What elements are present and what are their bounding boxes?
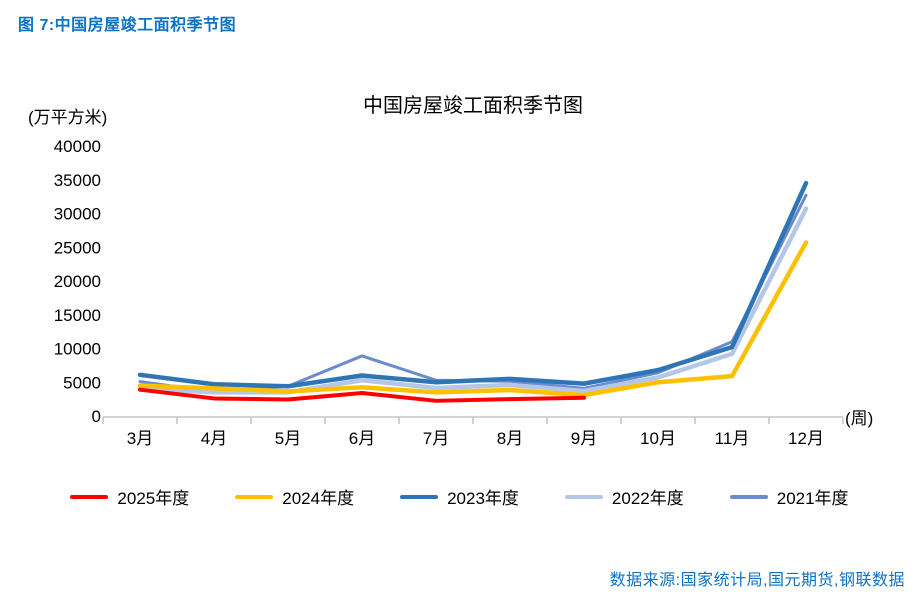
figure-caption: 图 7:中国房屋竣工面积季节图 bbox=[18, 17, 237, 34]
legend-label-2022: 2022年度 bbox=[611, 489, 684, 508]
legend-swatch-2025 bbox=[70, 494, 109, 499]
data-source: 数据来源:国家统计局,国元期货,钢联数据 bbox=[609, 572, 905, 589]
chart-plot: 0 5000 10000 15000 20000 25000 30000 35000 40000… bbox=[54, 137, 844, 448]
legend-swatch-2023 bbox=[400, 494, 439, 499]
y-tick-label: 20000 bbox=[54, 272, 101, 291]
x-tick-label: 3月 bbox=[127, 429, 153, 448]
y-axis-unit-label: (万平方米) bbox=[28, 108, 108, 127]
legend-swatch-2024 bbox=[235, 494, 274, 499]
legend-item-2024: 2024年度 bbox=[235, 484, 354, 509]
legend-label-2025: 2025年度 bbox=[117, 489, 190, 508]
x-tick-label: 8月 bbox=[497, 429, 523, 448]
chart-legend: 2025年度 2024年度 2023年度 2022年度 2021年度 bbox=[0, 484, 919, 509]
y-tick-label: 35000 bbox=[54, 171, 101, 190]
series-line-2022 bbox=[137, 206, 809, 395]
y-tick-label: 10000 bbox=[54, 340, 101, 359]
x-tick-label: 4月 bbox=[201, 429, 227, 448]
y-tick-label: 15000 bbox=[54, 306, 101, 325]
x-tick-label: 7月 bbox=[423, 429, 449, 448]
x-tick-label: 11月 bbox=[715, 429, 750, 448]
y-tick-label: 40000 bbox=[54, 137, 101, 156]
y-tick-label: 0 bbox=[92, 407, 101, 426]
legend-swatch-2022 bbox=[564, 494, 603, 499]
x-tick-label: 12月 bbox=[788, 429, 824, 448]
legend-item-2023: 2023年度 bbox=[400, 484, 519, 509]
y-tick-label: 25000 bbox=[54, 238, 101, 257]
legend-item-2022: 2022年度 bbox=[564, 484, 684, 509]
legend-label-2023: 2023年度 bbox=[447, 489, 519, 508]
series-line-2025 bbox=[138, 387, 586, 403]
x-axis-unit-label: (周) bbox=[845, 409, 874, 428]
y-tick-label: 30000 bbox=[54, 205, 101, 224]
y-tick-label: 5000 bbox=[63, 373, 101, 392]
x-tick-label: 9月 bbox=[571, 429, 597, 448]
legend-item-2025: 2025年度 bbox=[70, 484, 189, 509]
series-line-2024 bbox=[137, 240, 809, 398]
chart-title: 中国房屋竣工面积季节图 bbox=[363, 95, 583, 117]
legend-item-2021: 2021年度 bbox=[729, 484, 849, 509]
legend-label-2024: 2024年度 bbox=[282, 489, 355, 508]
x-tick-label: 6月 bbox=[349, 429, 375, 448]
x-tick-label: 10月 bbox=[640, 429, 676, 448]
legend-label-2021: 2021年度 bbox=[776, 489, 849, 508]
series-line-2023 bbox=[137, 180, 809, 389]
legend-swatch-2021 bbox=[729, 494, 768, 499]
x-tick-label: 5月 bbox=[275, 429, 301, 448]
